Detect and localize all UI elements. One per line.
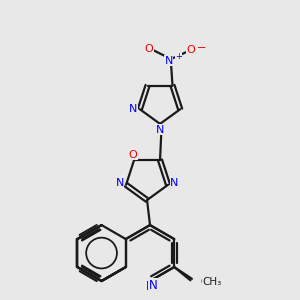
Text: +: + — [175, 52, 182, 62]
Text: N: N — [164, 56, 173, 65]
Text: N: N — [156, 125, 164, 135]
Text: N: N — [129, 104, 138, 114]
Text: O: O — [145, 44, 153, 54]
Text: CH₃: CH₃ — [201, 277, 219, 287]
Text: N: N — [148, 279, 157, 292]
Text: N: N — [146, 280, 154, 293]
Text: CH₃: CH₃ — [202, 278, 221, 287]
Text: N: N — [116, 178, 124, 188]
Text: −: − — [197, 43, 206, 53]
Text: O: O — [186, 45, 195, 55]
Text: N: N — [170, 178, 179, 188]
Text: O: O — [128, 150, 137, 160]
